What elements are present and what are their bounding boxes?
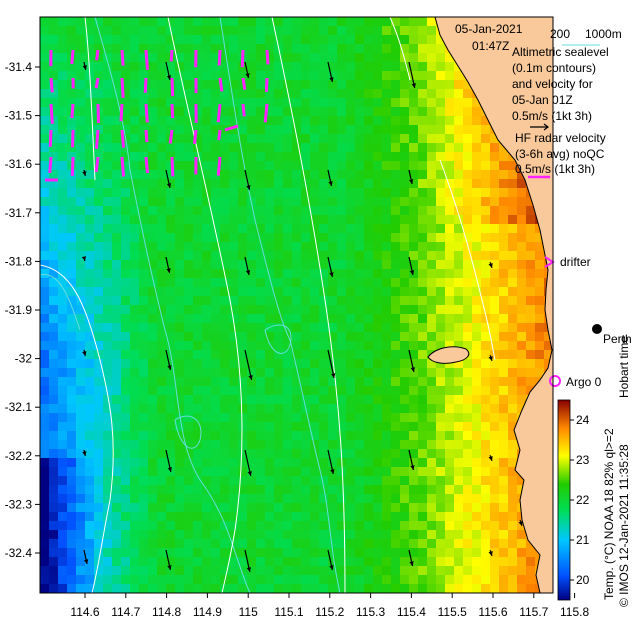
y-tick-label: -32 [15, 352, 33, 366]
y-tick-label: -32.3 [5, 497, 33, 511]
hf-radar-vectors [45, 49, 270, 182]
y-tick-label: -32.4 [5, 546, 33, 560]
x-tick-label: 114.9 [193, 605, 222, 619]
isobath-1000-label: 1000m [585, 27, 622, 41]
y-tick-label: -31.5 [5, 109, 33, 123]
x-tick-label: 115.1 [274, 605, 303, 619]
x-tick-label: 114.7 [111, 605, 140, 619]
x-tick-label: 115 [239, 605, 258, 619]
sealevel-contours [40, 17, 496, 593]
sst-field [40, 17, 553, 593]
y-tick-label: -32.2 [5, 449, 33, 463]
x-tick-label: 114.6 [70, 605, 99, 619]
x-tick-label: 115.3 [356, 605, 385, 619]
argo-marker [549, 375, 561, 387]
colorbar-tick-label: 24 [576, 413, 590, 427]
isobath-contours [40, 17, 341, 593]
plot-frame [39, 16, 554, 594]
swan-river [560, 330, 600, 362]
x-axis: 114.6 114.7 114.8 114.9 115 115.1 115.2 115.3 11… [70, 593, 589, 619]
alti-line-4: 0.5m/s (1kt 3h) [512, 109, 592, 123]
hf-radar-legend: HF radar velocity (3-6h avg) noQC 0.5m/s… [515, 131, 606, 179]
x-tick-label: 114.8 [152, 605, 181, 619]
isobath-200-label: 200 [550, 27, 570, 41]
y-tick-label: -31.7 [5, 206, 33, 220]
credit-label: © IMOS 12-Jan-2021 11:35:28 [617, 444, 631, 607]
rottnest-island [427, 346, 470, 364]
x-tick-label: 115.5 [438, 605, 467, 619]
drifter-label: drifter [560, 255, 591, 269]
y-tick-label: -31.4 [5, 60, 33, 74]
hf-line-1: (3-6h avg) noQC [515, 147, 605, 161]
y-tick-label: -32.1 [5, 400, 33, 414]
timezone-label: Hobart time [617, 336, 631, 398]
perth-label: Perth [603, 332, 632, 346]
altimetry-legend: Altimetric sealevel (0.1m contours) and … [512, 45, 609, 131]
x-tick-label: 115.6 [478, 605, 507, 619]
x-tick-label: 115.8 [560, 605, 589, 619]
hf-line-2: 0.5m/s (1kt 3h) [515, 162, 595, 176]
alti-line-0: Altimetric sealevel [512, 45, 609, 59]
argo-label: Argo 0 [566, 375, 602, 389]
time-label: 01:47Z [472, 39, 509, 53]
y-axis: -31.4 -31.5 -31.6 -31.7 -31.8 -31.9 -32 -32.1 -3… [5, 60, 40, 560]
y-tick-label: -31.9 [5, 303, 33, 317]
land-mass [434, 17, 553, 593]
hf-line-0: HF radar velocity [515, 131, 606, 145]
colorbar-tick-label: 23 [576, 453, 590, 467]
colorbar-label: Temp. (°C) NOAA 18 82% ql>=2 [602, 428, 616, 600]
colorbar-gradient [557, 399, 571, 601]
altimetry-vectors [81, 61, 523, 573]
y-tick-label: -31.6 [5, 157, 33, 171]
colorbar-tick-label: 21 [576, 533, 590, 547]
date-label: 05-Jan-2021 [455, 22, 523, 36]
colorbar: 20 21 22 23 24 Temp. (°C) NOAA 18 82% ql>=2 [557, 399, 616, 601]
x-tick-label: 115.4 [397, 605, 426, 619]
perth-marker [592, 324, 602, 334]
y-tick-label: -31.8 [5, 254, 33, 268]
x-tick-label: 115.7 [519, 605, 548, 619]
alti-line-2: and velocity for [512, 77, 593, 91]
colorbar-tick-label: 22 [576, 493, 590, 507]
alti-line-1: (0.1m contours) [512, 61, 596, 75]
x-tick-label: 115.2 [315, 605, 344, 619]
alti-line-3: 05-Jan 01Z [512, 93, 573, 107]
colorbar-tick-label: 20 [576, 573, 590, 587]
